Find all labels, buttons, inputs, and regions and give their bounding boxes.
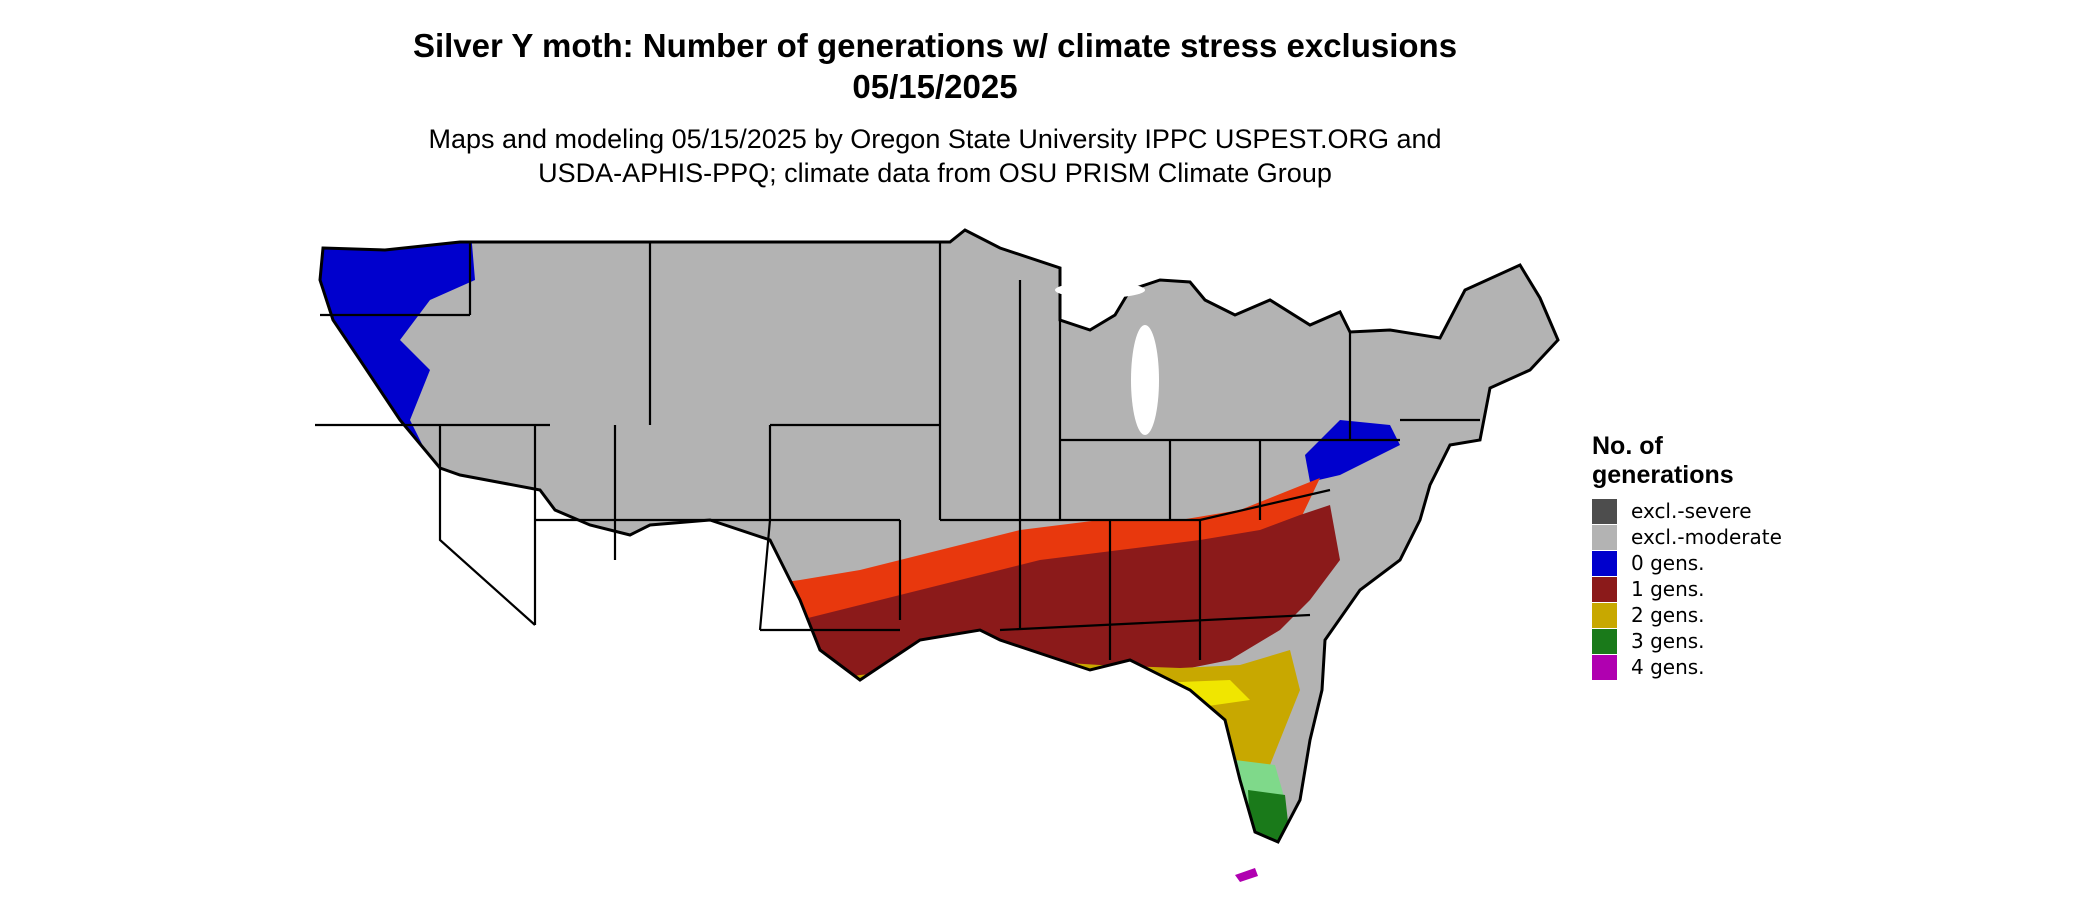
legend-swatch: [1592, 628, 1617, 654]
three-gens-light-zone: [835, 760, 1285, 830]
legend-swatch: [1592, 524, 1617, 550]
legend-label: 4 gens.: [1631, 655, 1705, 679]
legend-item-2-gens: 2 gens.: [1592, 602, 1782, 628]
legend: No. of generations excl.-severe excl.-mo…: [1592, 432, 1782, 680]
legend-label: excl.-severe: [1631, 499, 1752, 523]
legend-label: 1 gens.: [1631, 577, 1705, 601]
legend-swatch: [1592, 602, 1617, 628]
legend-item-1-gens: 1 gens.: [1592, 576, 1782, 602]
legend-label: excl.-moderate: [1631, 525, 1782, 549]
generation-zones: [320, 230, 1558, 842]
three-gens-zone: [850, 790, 1290, 842]
legend-item-excl-moderate: excl.-moderate: [1592, 524, 1782, 550]
legend-title-line-1: No. of: [1592, 432, 1663, 460]
legend-item-4-gens: 4 gens.: [1592, 654, 1782, 680]
lake-michigan: [1131, 325, 1159, 435]
map-title-line-2: 05/15/2025: [852, 68, 1018, 105]
state-borders: [315, 242, 1480, 660]
lake-superior: [1055, 282, 1145, 298]
legend-item-0-gens: 0 gens.: [1592, 550, 1782, 576]
us-generations-map: [315, 228, 1560, 882]
legend-label: 0 gens.: [1631, 551, 1705, 575]
legend-item-excl-severe: excl.-severe: [1592, 498, 1782, 524]
legend-swatch: [1592, 654, 1617, 680]
legend-swatch: [1592, 576, 1617, 602]
legend-title: No. of generations: [1592, 432, 1782, 490]
four-gens-zone: [1235, 868, 1258, 882]
one-gen-light-zone: [730, 478, 1320, 640]
legend-swatch: [1592, 498, 1617, 524]
legend-item-3-gens: 3 gens.: [1592, 628, 1782, 654]
map-subtitle-line-2: USDA-APHIS-PPQ; climate data from OSU PR…: [538, 158, 1332, 188]
legend-title-line-2: generations: [1592, 461, 1734, 489]
map-title-line-1: Silver Y moth: Number of generations w/ …: [412, 27, 1458, 64]
zero-gens-zone-northeast: [1305, 420, 1400, 482]
legend-label: 2 gens.: [1631, 603, 1705, 627]
legend-label: 3 gens.: [1631, 629, 1705, 653]
legend-swatch: [1592, 550, 1617, 576]
map-subtitle-line-1: Maps and modeling 05/15/2025 by Oregon S…: [428, 124, 1442, 154]
